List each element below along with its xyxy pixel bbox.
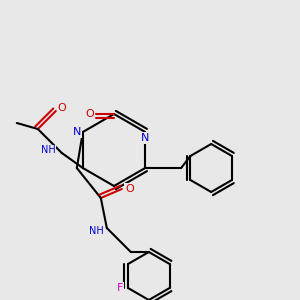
Text: F: F: [117, 283, 124, 293]
Text: O: O: [57, 103, 66, 113]
Text: NH: NH: [41, 145, 56, 155]
Text: O: O: [85, 109, 94, 119]
Text: NH: NH: [89, 226, 104, 236]
Text: N: N: [73, 127, 81, 137]
Text: N: N: [141, 133, 149, 143]
Text: O: O: [125, 184, 134, 194]
